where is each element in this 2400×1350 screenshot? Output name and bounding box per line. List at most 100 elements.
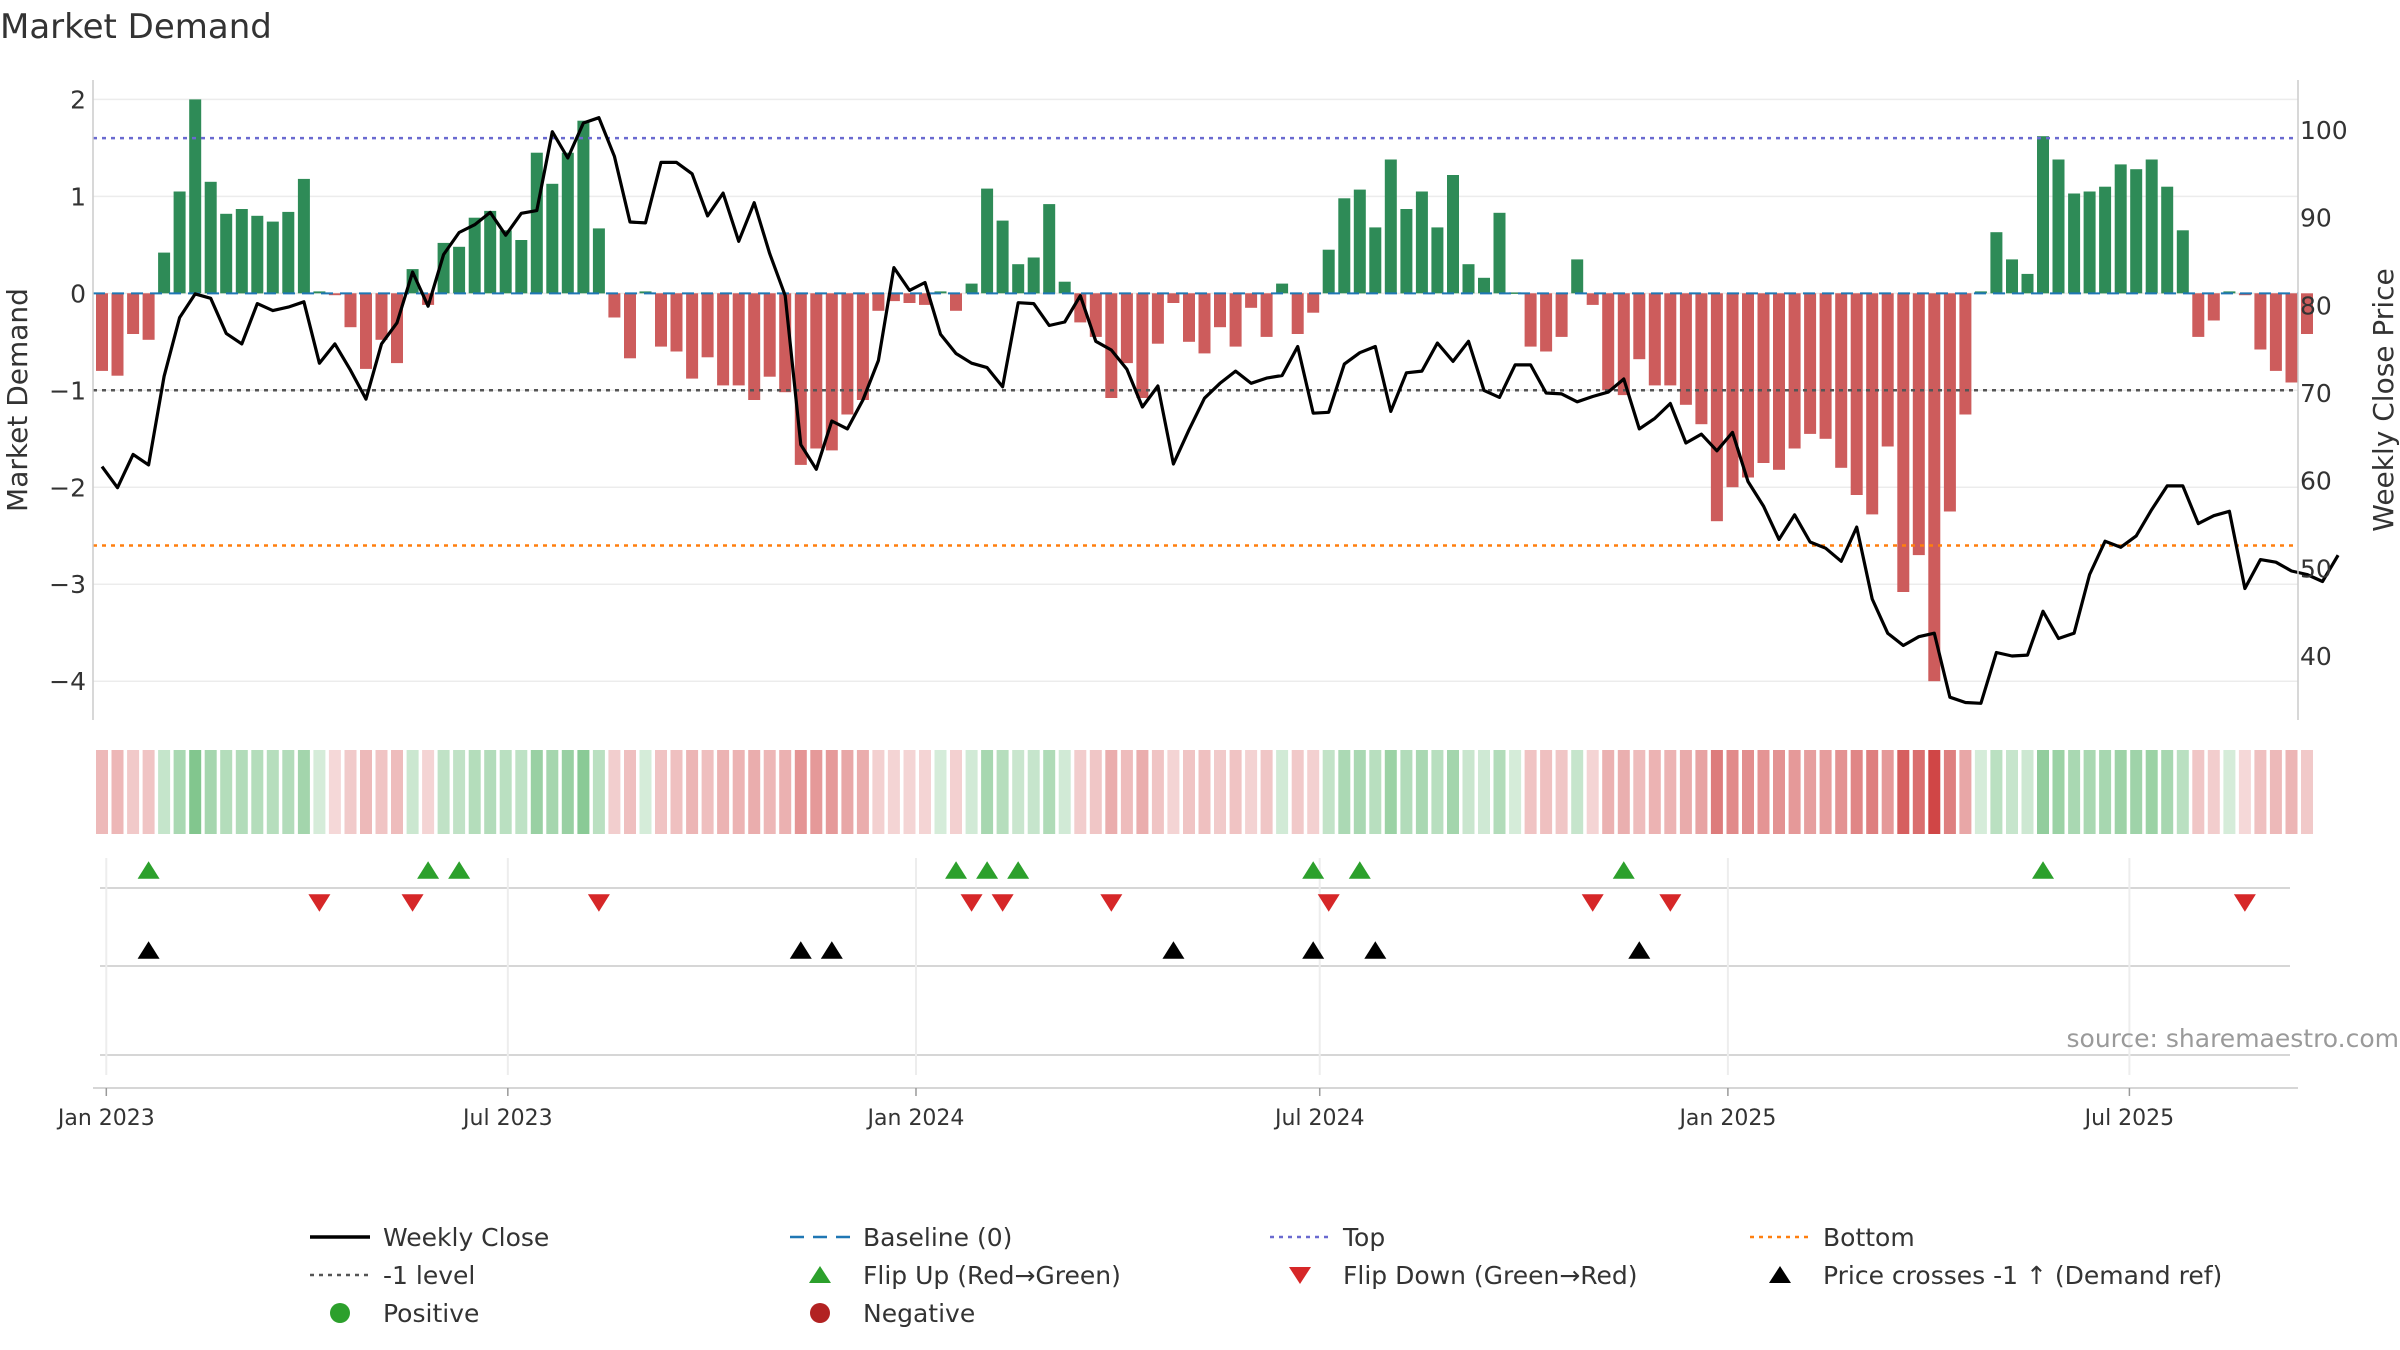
- demand-bar-negative: [1866, 293, 1879, 515]
- heat-cell: [670, 750, 683, 834]
- legend-item: Flip Up (Red→Green): [809, 1261, 1121, 1290]
- demand-bar-negative: [375, 293, 388, 340]
- heat-cell: [2114, 750, 2127, 834]
- demand-bar-negative: [1120, 293, 1133, 364]
- heat-cell: [1089, 750, 1102, 834]
- heat-cell: [1773, 750, 1785, 834]
- heat-cell: [1353, 750, 1366, 834]
- demand-bar-positive: [561, 152, 574, 294]
- heat-cell: [391, 750, 403, 834]
- heat-cell: [406, 750, 419, 834]
- heat-cell: [2099, 750, 2112, 834]
- demand-bar-positive: [235, 209, 248, 294]
- legend-label: Flip Down (Green→Red): [1343, 1261, 1638, 1290]
- demand-bar-negative: [344, 293, 357, 328]
- demand-bar-positive: [1447, 175, 1459, 294]
- heat-cell: [437, 750, 450, 834]
- legend: Weekly Close Baseline (0) Top Bottom -1 leve…: [310, 1223, 2222, 1328]
- demand-bar-negative: [748, 293, 761, 400]
- demand-bar-positive: [2130, 169, 2143, 294]
- heat-cell: [950, 750, 962, 834]
- demand-bar-positive: [251, 215, 264, 294]
- demand-bar-positive: [1384, 159, 1397, 294]
- heat-cell: [1478, 750, 1490, 834]
- heat-cell: [639, 750, 652, 834]
- demand-bar-negative: [1183, 293, 1195, 342]
- heat-cell: [127, 750, 140, 834]
- heat-cell: [1788, 750, 1801, 834]
- axes: 2 1 0 −1 −2 −3 −4 100 90 80 70 60 50 40 Market Demand W…: [1, 80, 2400, 720]
- right-tick-label: 90: [2300, 204, 2332, 233]
- flip-up-marker: [1007, 861, 1030, 879]
- heat-cell: [592, 750, 605, 834]
- heat-cell: [903, 750, 916, 834]
- demand-bar-negative: [717, 293, 730, 386]
- heat-cell: [655, 750, 667, 834]
- legend-label: Flip Up (Red→Green): [863, 1261, 1121, 1290]
- demand-bar-negative: [2192, 293, 2205, 337]
- right-tick-label: 100: [2300, 116, 2348, 145]
- heat-cell: [732, 750, 745, 834]
- price-cross-marker: [1628, 941, 1651, 959]
- demand-bar-positive: [1058, 281, 1071, 294]
- heat-cell: [173, 750, 186, 834]
- heat-cell: [2037, 750, 2049, 834]
- x-tick-label: Jan 2025: [1677, 1106, 1776, 1131]
- demand-bar-positive: [530, 152, 543, 294]
- heat-cell: [1710, 750, 1723, 834]
- heat-cell: [235, 750, 248, 834]
- heat-cell: [2176, 750, 2189, 834]
- heat-cell: [1369, 750, 1382, 834]
- demand-bar-positive: [1012, 264, 1025, 294]
- demand-bar-positive: [2052, 159, 2065, 294]
- left-tick-label: 1: [70, 182, 86, 211]
- demand-bar-negative: [127, 293, 140, 334]
- x-tick-label: Jan 2023: [56, 1106, 155, 1131]
- heat-cell: [1555, 750, 1568, 834]
- heat-cell: [546, 750, 559, 834]
- demand-bar-positive: [1571, 259, 1584, 294]
- flip-up-marker: [2032, 861, 2055, 879]
- heat-cell: [996, 750, 1009, 834]
- heat-cell: [1276, 750, 1289, 834]
- demand-bar-negative: [1540, 293, 1553, 352]
- demand-bar-negative: [1602, 293, 1615, 391]
- right-tick-label: 50: [2300, 554, 2332, 583]
- heat-cell: [1757, 750, 1770, 834]
- heat-cell: [1819, 750, 1832, 834]
- x-tick-label: Jan 2024: [866, 1106, 965, 1131]
- legend-label: Bottom: [1823, 1223, 1915, 1252]
- legend-item: Negative: [810, 1299, 975, 1328]
- price-cross-marker: [137, 941, 160, 959]
- heat-cell: [282, 750, 295, 834]
- heat-cell: [344, 750, 357, 834]
- flip-down-marker: [587, 894, 610, 912]
- heat-cell: [328, 750, 341, 834]
- legend-item: Weekly Close: [310, 1223, 549, 1252]
- heat-cell: [1167, 750, 1180, 834]
- demand-bar-positive: [2021, 273, 2034, 294]
- heat-cell: [1307, 750, 1320, 834]
- heat-cell: [624, 750, 636, 834]
- heat-cell: [561, 750, 574, 834]
- price-cross-marker: [1364, 941, 1387, 959]
- demand-bar-positive: [1369, 227, 1382, 294]
- heat-cell: [2083, 750, 2096, 834]
- heat-cell: [872, 750, 885, 834]
- demand-bar-negative: [1943, 293, 1956, 512]
- demand-bar-negative: [670, 293, 683, 352]
- legend-label: Baseline (0): [863, 1223, 1012, 1252]
- demand-bar-negative: [328, 293, 341, 296]
- legend-item: -1 level: [310, 1261, 475, 1290]
- demand-bar-negative: [1710, 293, 1723, 522]
- heat-cell: [1571, 750, 1584, 834]
- demand-bar-negative: [1881, 293, 1894, 447]
- heat-cell: [1058, 750, 1071, 834]
- demand-bar-positive: [297, 178, 310, 294]
- demand-bar-negative: [2269, 293, 2282, 371]
- heat-cell: [1338, 750, 1351, 834]
- legend-label: -1 level: [383, 1261, 475, 1290]
- right-axis-label: Weekly Close Price: [2367, 268, 2400, 531]
- left-axis-label: Market Demand: [1, 288, 34, 512]
- reference-lines: [93, 136, 2298, 547]
